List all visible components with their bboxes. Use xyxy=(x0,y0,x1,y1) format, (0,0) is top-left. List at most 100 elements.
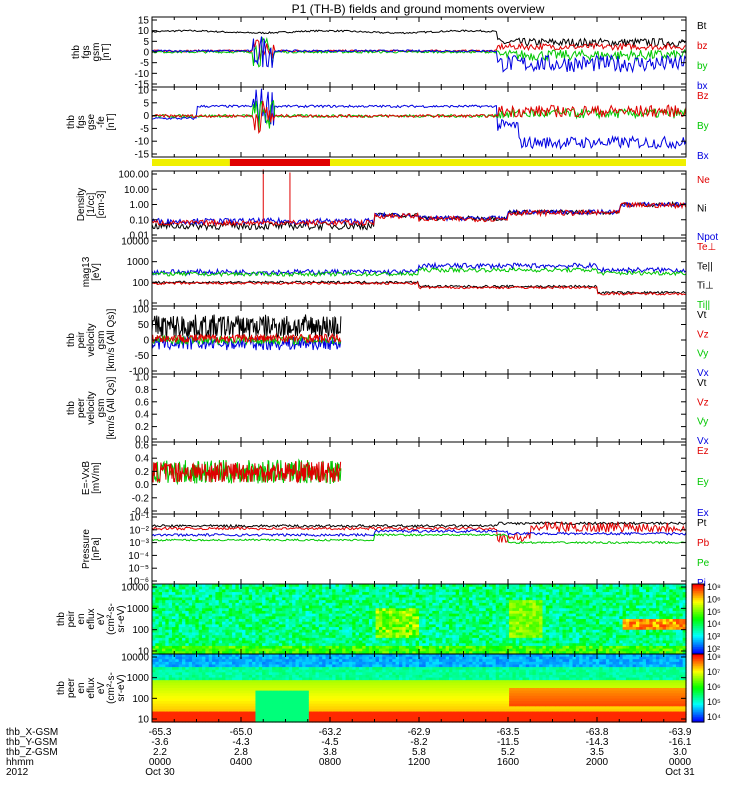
heatmap-cell xyxy=(162,610,166,615)
heatmap-cell xyxy=(622,592,627,596)
heatmap-cell xyxy=(522,605,527,609)
heatmap-cell xyxy=(398,621,403,625)
heatmap-cell xyxy=(439,635,443,639)
heatmap-cell xyxy=(395,610,400,615)
heatmap-cell xyxy=(539,637,544,642)
heatmap-cell xyxy=(185,648,190,652)
heatmap-cell xyxy=(525,616,530,620)
heatmap-cell xyxy=(328,597,333,601)
heatmap-cell xyxy=(398,597,403,601)
heatmap-cell xyxy=(268,616,273,620)
heatmap-cell xyxy=(415,597,420,601)
heatmap-cell xyxy=(215,592,220,596)
heatmap-cell xyxy=(529,592,534,596)
heatmap-cell xyxy=(375,645,380,650)
heatmap-cell xyxy=(495,586,500,590)
heatmap-cell xyxy=(505,643,510,647)
heatmap-cell xyxy=(552,613,557,617)
heatmap-cell xyxy=(355,621,360,625)
heatmap-cell xyxy=(579,640,584,644)
heatmap-cell xyxy=(342,635,347,639)
heatmap-cell xyxy=(395,597,400,601)
heatmap-cell xyxy=(358,616,363,620)
heatmap-cell xyxy=(162,654,166,658)
heatmap-cell xyxy=(435,643,440,647)
heatmap-cell xyxy=(318,592,323,596)
heatmap-cell xyxy=(555,624,560,628)
heatmap-cell xyxy=(532,629,537,634)
heatmap-cell xyxy=(325,610,330,615)
heatmap-cell xyxy=(245,621,250,625)
heatmap-cell xyxy=(362,648,367,652)
heatmap-cell xyxy=(529,616,534,620)
heatmap-cell xyxy=(462,597,467,601)
heatmap-cell xyxy=(162,695,166,700)
heatmap-cell xyxy=(619,645,624,650)
heatmap-cell xyxy=(242,635,247,639)
heatmap-cell xyxy=(402,619,407,623)
heatmap-cell xyxy=(382,629,387,634)
heatmap-cell xyxy=(682,613,687,617)
heatmap-cell xyxy=(275,608,280,612)
y-axis-label: peir xyxy=(66,610,77,627)
heatmap-cell xyxy=(472,602,477,607)
y-tick-label: 15 xyxy=(138,16,150,27)
heatmap-cell xyxy=(622,586,627,590)
heatmap-cell xyxy=(439,621,443,625)
heatmap-cell xyxy=(505,635,510,639)
heatmap-cell xyxy=(659,608,664,612)
heatmap-cell xyxy=(265,600,270,604)
heatmap-cell xyxy=(262,640,267,644)
heatmap-cell xyxy=(268,640,273,644)
heatmap-cell xyxy=(602,584,607,588)
heatmap-cell xyxy=(469,602,473,607)
heatmap-cell xyxy=(429,629,433,634)
heatmap-cell xyxy=(432,640,437,644)
heatmap-cell xyxy=(355,640,360,644)
heatmap-cell xyxy=(612,645,617,650)
heatmap-cell xyxy=(569,589,574,593)
heatmap-cell xyxy=(512,594,517,599)
y-tick-label: 0.4 xyxy=(135,410,149,421)
heatmap-cell xyxy=(492,602,497,607)
legend-entry: Pe xyxy=(697,558,710,569)
heatmap-cell xyxy=(322,648,327,652)
heatmap-cell xyxy=(425,632,430,636)
heatmap-cell xyxy=(539,594,544,599)
heatmap-cell xyxy=(629,602,634,607)
heatmap-cell xyxy=(515,600,520,604)
heatmap-cell xyxy=(385,643,390,647)
heatmap-cell xyxy=(469,632,473,636)
heatmap-cell xyxy=(549,619,554,623)
heatmap-cell xyxy=(242,610,247,615)
heatmap-cell xyxy=(595,624,600,628)
heatmap-cell xyxy=(575,624,580,628)
heatmap-cell xyxy=(348,621,353,625)
heatmap-cell xyxy=(272,629,277,634)
heatmap-cell xyxy=(555,648,560,652)
heatmap-cell xyxy=(228,605,233,609)
heatmap-cell xyxy=(288,640,293,644)
heatmap-cell xyxy=(499,597,504,601)
heatmap-cell xyxy=(469,589,473,593)
heatmap-cell xyxy=(599,586,604,590)
heatmap-cell xyxy=(449,627,453,631)
heatmap-cell xyxy=(342,602,347,607)
heatmap-cell xyxy=(472,643,477,647)
heatmap-cell xyxy=(328,613,333,617)
heatmap-cell xyxy=(272,627,277,631)
heatmap-cell xyxy=(665,594,670,599)
heatmap-cell xyxy=(489,629,494,634)
heatmap-cell xyxy=(425,610,430,615)
heatmap-cell xyxy=(212,616,217,620)
heatmap-cell xyxy=(565,613,570,617)
heatmap-cell xyxy=(215,608,220,612)
heatmap-cell xyxy=(218,594,223,599)
heatmap-cell xyxy=(645,597,650,601)
heatmap-cell xyxy=(158,719,163,723)
heatmap-cell xyxy=(205,619,210,623)
heatmap-cell xyxy=(425,629,430,634)
heatmap-cell xyxy=(415,635,420,639)
legend-entry: Vx xyxy=(697,436,709,447)
heatmap-cell xyxy=(452,610,457,615)
